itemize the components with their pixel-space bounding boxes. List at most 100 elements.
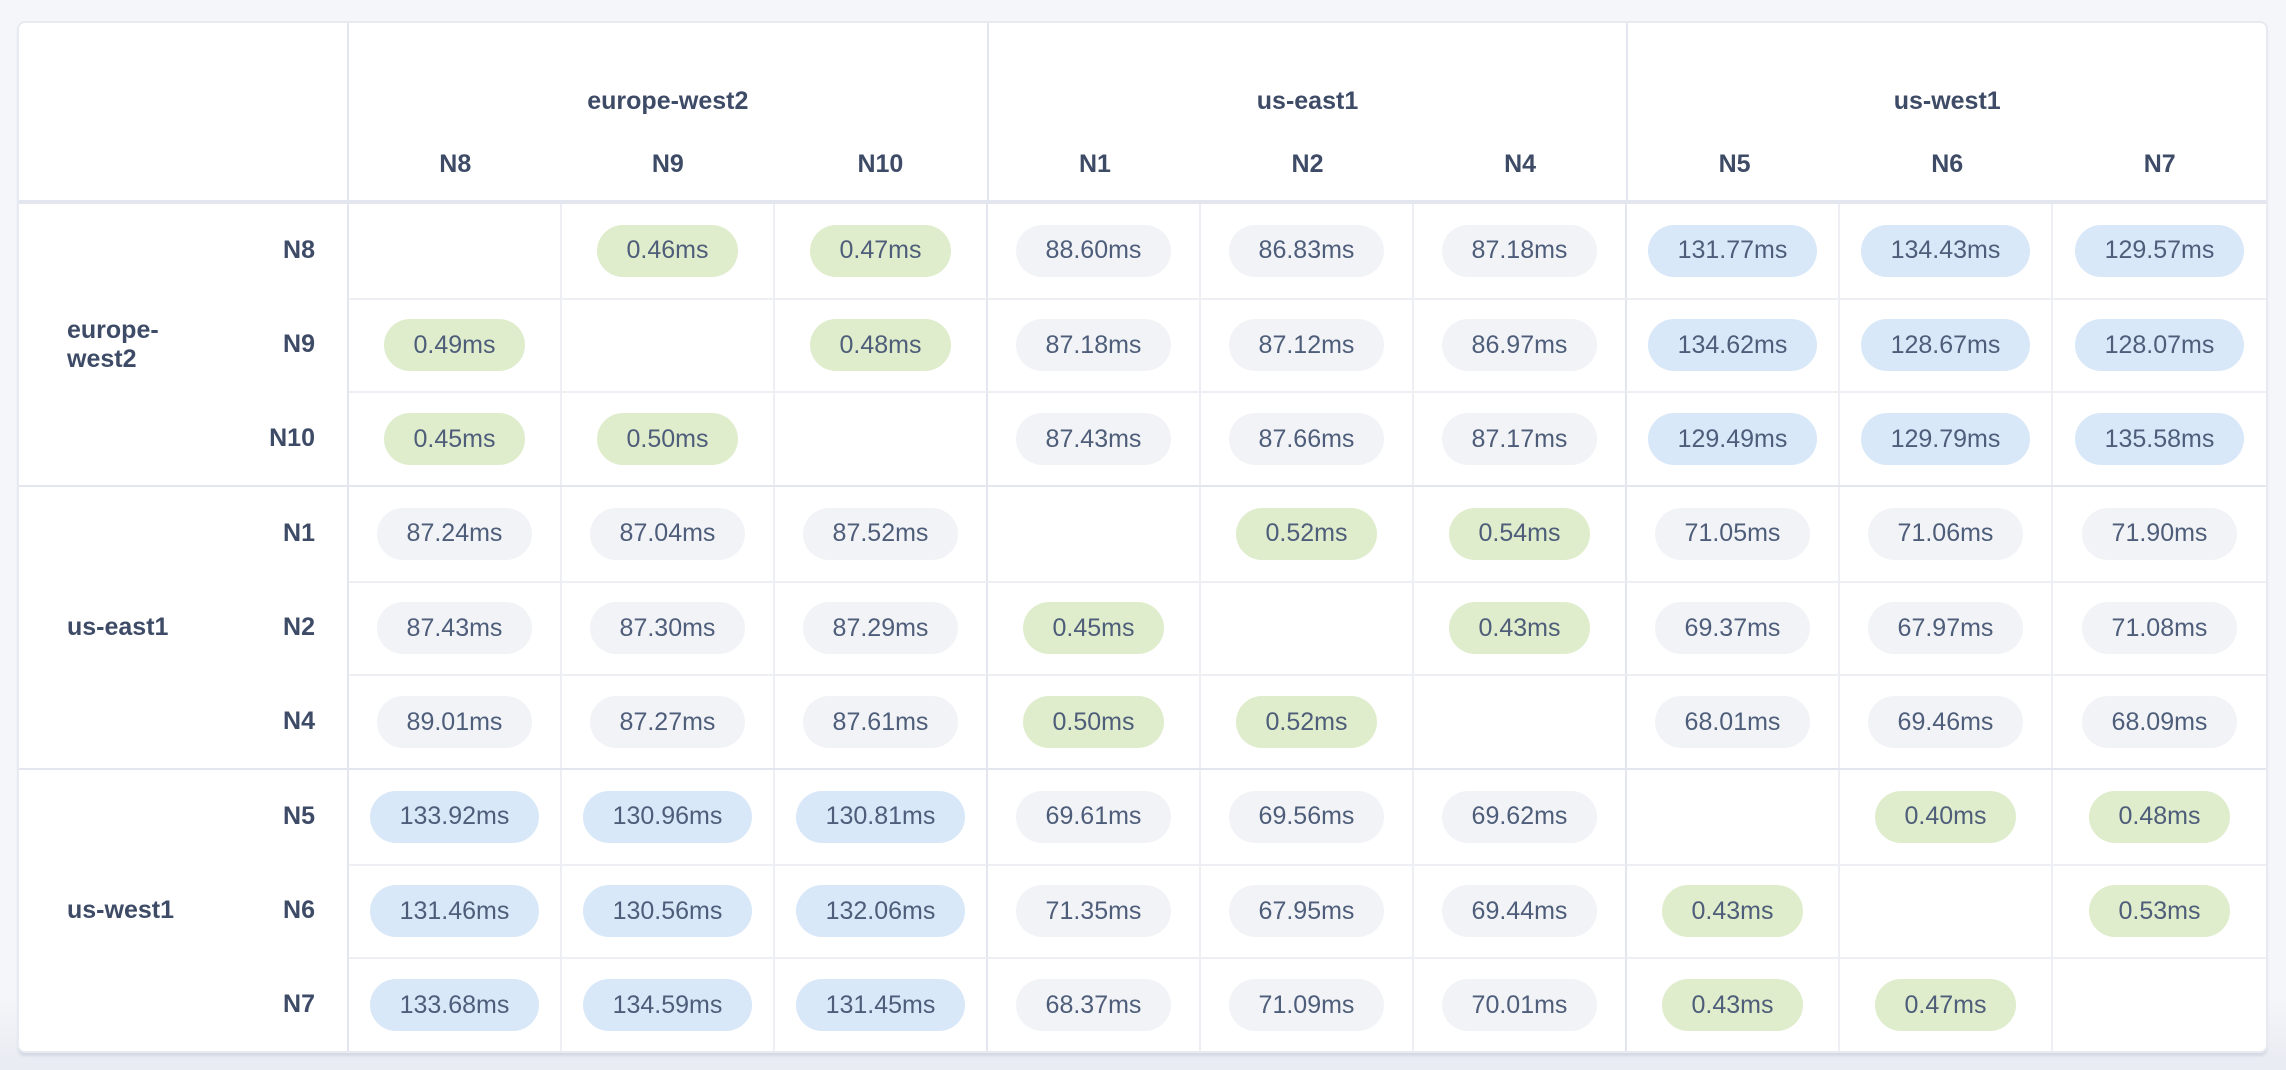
latency-pill: 130.56ms (582, 885, 753, 938)
latency-cell: 69.46ms (1840, 674, 2053, 768)
latency-cell (988, 487, 1201, 581)
latency-cell: 135.58ms (2053, 391, 2266, 485)
row-node-label: N2 (283, 613, 315, 641)
row-group-head: europe-west2 N8 N9 N10 (19, 204, 349, 485)
latency-cell: 0.47ms (775, 204, 988, 298)
latency-cell (1840, 863, 2053, 958)
row-group-node-labels: N5 N6 N7 (190, 770, 347, 1051)
latency-pill: 69.56ms (1228, 790, 1385, 843)
latency-pill: 128.67ms (1860, 319, 2031, 372)
latency-cell: 69.37ms (1627, 580, 1840, 675)
latency-pill: 135.58ms (2074, 413, 2245, 466)
latency-cell: 0.43ms (1627, 863, 1840, 958)
latency-cell: 129.79ms (1840, 391, 2053, 485)
group-cells: 0.46ms 0.47ms 88.60ms 86.83ms 87.18ms 13… (349, 204, 2266, 485)
latency-cell: 87.24ms (349, 487, 562, 581)
latency-cell: 0.50ms (988, 674, 1201, 768)
latency-pill: 134.59ms (582, 979, 753, 1032)
column-group-us-west1: us-west1 N5 N6 N7 (1628, 23, 2266, 200)
latency-pill: 69.37ms (1654, 602, 1811, 655)
latency-cell: 87.27ms (562, 674, 775, 768)
latency-pill: 69.62ms (1441, 790, 1598, 843)
latency-cell: 0.45ms (988, 580, 1201, 675)
column-group-us-east1: us-east1 N1 N2 N4 (989, 23, 1629, 200)
latency-cell: 0.48ms (775, 297, 988, 392)
latency-cell: 71.90ms (2053, 487, 2266, 581)
latency-cell: 87.66ms (1201, 391, 1414, 485)
latency-pill: 0.49ms (383, 319, 526, 372)
latency-pill: 0.45ms (383, 413, 526, 466)
row-group-region-label: us-west1 (67, 896, 174, 924)
latency-cell: 87.43ms (988, 391, 1201, 485)
latency-cell: 68.09ms (2053, 674, 2266, 768)
latency-cell: 128.07ms (2053, 297, 2266, 392)
latency-cell: 71.08ms (2053, 580, 2266, 675)
column-group-region-label: us-east1 (1256, 87, 1359, 115)
latency-pill: 134.43ms (1860, 224, 2031, 277)
latency-cell: 87.17ms (1414, 391, 1627, 485)
latency-pill: 0.43ms (1661, 979, 1804, 1032)
latency-pill: 0.52ms (1235, 507, 1378, 560)
latency-pill: 129.49ms (1647, 413, 1818, 466)
latency-pill: 0.50ms (1022, 696, 1165, 749)
column-node-label: N10 (857, 149, 904, 178)
latency-pill: 87.27ms (589, 696, 746, 749)
latency-cell: 131.46ms (349, 863, 562, 958)
row-node-label: N1 (283, 519, 315, 548)
latency-pill: 0.46ms (596, 224, 739, 277)
column-node-label: N9 (651, 149, 684, 178)
latency-cell: 0.48ms (2053, 770, 2266, 864)
latency-pill: 129.79ms (1860, 413, 2031, 466)
latency-cell: 87.43ms (349, 580, 562, 675)
latency-cell: 87.04ms (562, 487, 775, 581)
latency-cell: 129.57ms (2053, 204, 2266, 298)
latency-cell: 71.35ms (988, 863, 1201, 958)
latency-cell: 134.59ms (562, 957, 775, 1051)
row-node-label: N8 (283, 236, 315, 265)
latency-pill: 71.35ms (1015, 885, 1172, 938)
latency-cell: 0.43ms (1627, 957, 1840, 1051)
latency-pill: 132.06ms (795, 885, 966, 938)
latency-pill: 70.01ms (1441, 979, 1598, 1032)
latency-cell (562, 297, 775, 392)
latency-pill: 87.30ms (589, 602, 746, 655)
latency-cell: 86.97ms (1414, 297, 1627, 392)
latency-pill: 87.24ms (376, 507, 533, 560)
latency-cell: 0.52ms (1201, 487, 1414, 581)
latency-cell: 134.43ms (1840, 204, 2053, 298)
latency-pill: 0.43ms (1448, 602, 1591, 655)
latency-cell (349, 204, 562, 298)
latency-pill: 130.96ms (582, 790, 753, 843)
latency-cell: 0.54ms (1414, 487, 1627, 581)
latency-cell (1627, 770, 1840, 864)
latency-pill: 0.48ms (809, 319, 952, 372)
latency-cell: 88.60ms (988, 204, 1201, 298)
latency-pill: 71.06ms (1867, 507, 2024, 560)
latency-pill: 69.61ms (1015, 790, 1172, 843)
row-group-europe-west2: europe-west2 N8 N9 N10 0.46ms 0.47ms 88.… (19, 202, 2266, 485)
latency-pill: 128.07ms (2074, 319, 2245, 372)
latency-pill: 87.43ms (1015, 413, 1172, 466)
latency-cell (775, 391, 988, 485)
latency-cell: 87.12ms (1201, 297, 1414, 392)
row-node-label: N10 (269, 423, 315, 452)
column-node-label: N7 (2143, 149, 2176, 178)
latency-pill: 131.77ms (1647, 224, 1818, 277)
row-group-node-labels: N8 N9 N10 (190, 204, 347, 485)
row-node-label: N4 (283, 706, 315, 735)
latency-cell: 0.46ms (562, 204, 775, 298)
latency-pill: 86.97ms (1441, 319, 1598, 372)
row-group-region-label: us-east1 (67, 613, 169, 641)
latency-pill: 0.53ms (2088, 885, 2231, 938)
column-node-label: N4 (1504, 149, 1537, 178)
row-node-label: N9 (283, 330, 315, 358)
latency-pill: 71.09ms (1228, 979, 1385, 1032)
latency-cell: 89.01ms (349, 674, 562, 768)
row-group-us-west1: us-west1 N5 N6 N7 133.92ms 130.96ms 130.… (19, 768, 2266, 1051)
latency-cell: 130.81ms (775, 770, 988, 864)
latency-cell: 67.95ms (1201, 863, 1414, 958)
latency-pill: 87.43ms (376, 602, 533, 655)
latency-cell: 87.61ms (775, 674, 988, 768)
latency-pill: 0.52ms (1235, 696, 1378, 749)
latency-pill: 87.18ms (1441, 224, 1598, 277)
